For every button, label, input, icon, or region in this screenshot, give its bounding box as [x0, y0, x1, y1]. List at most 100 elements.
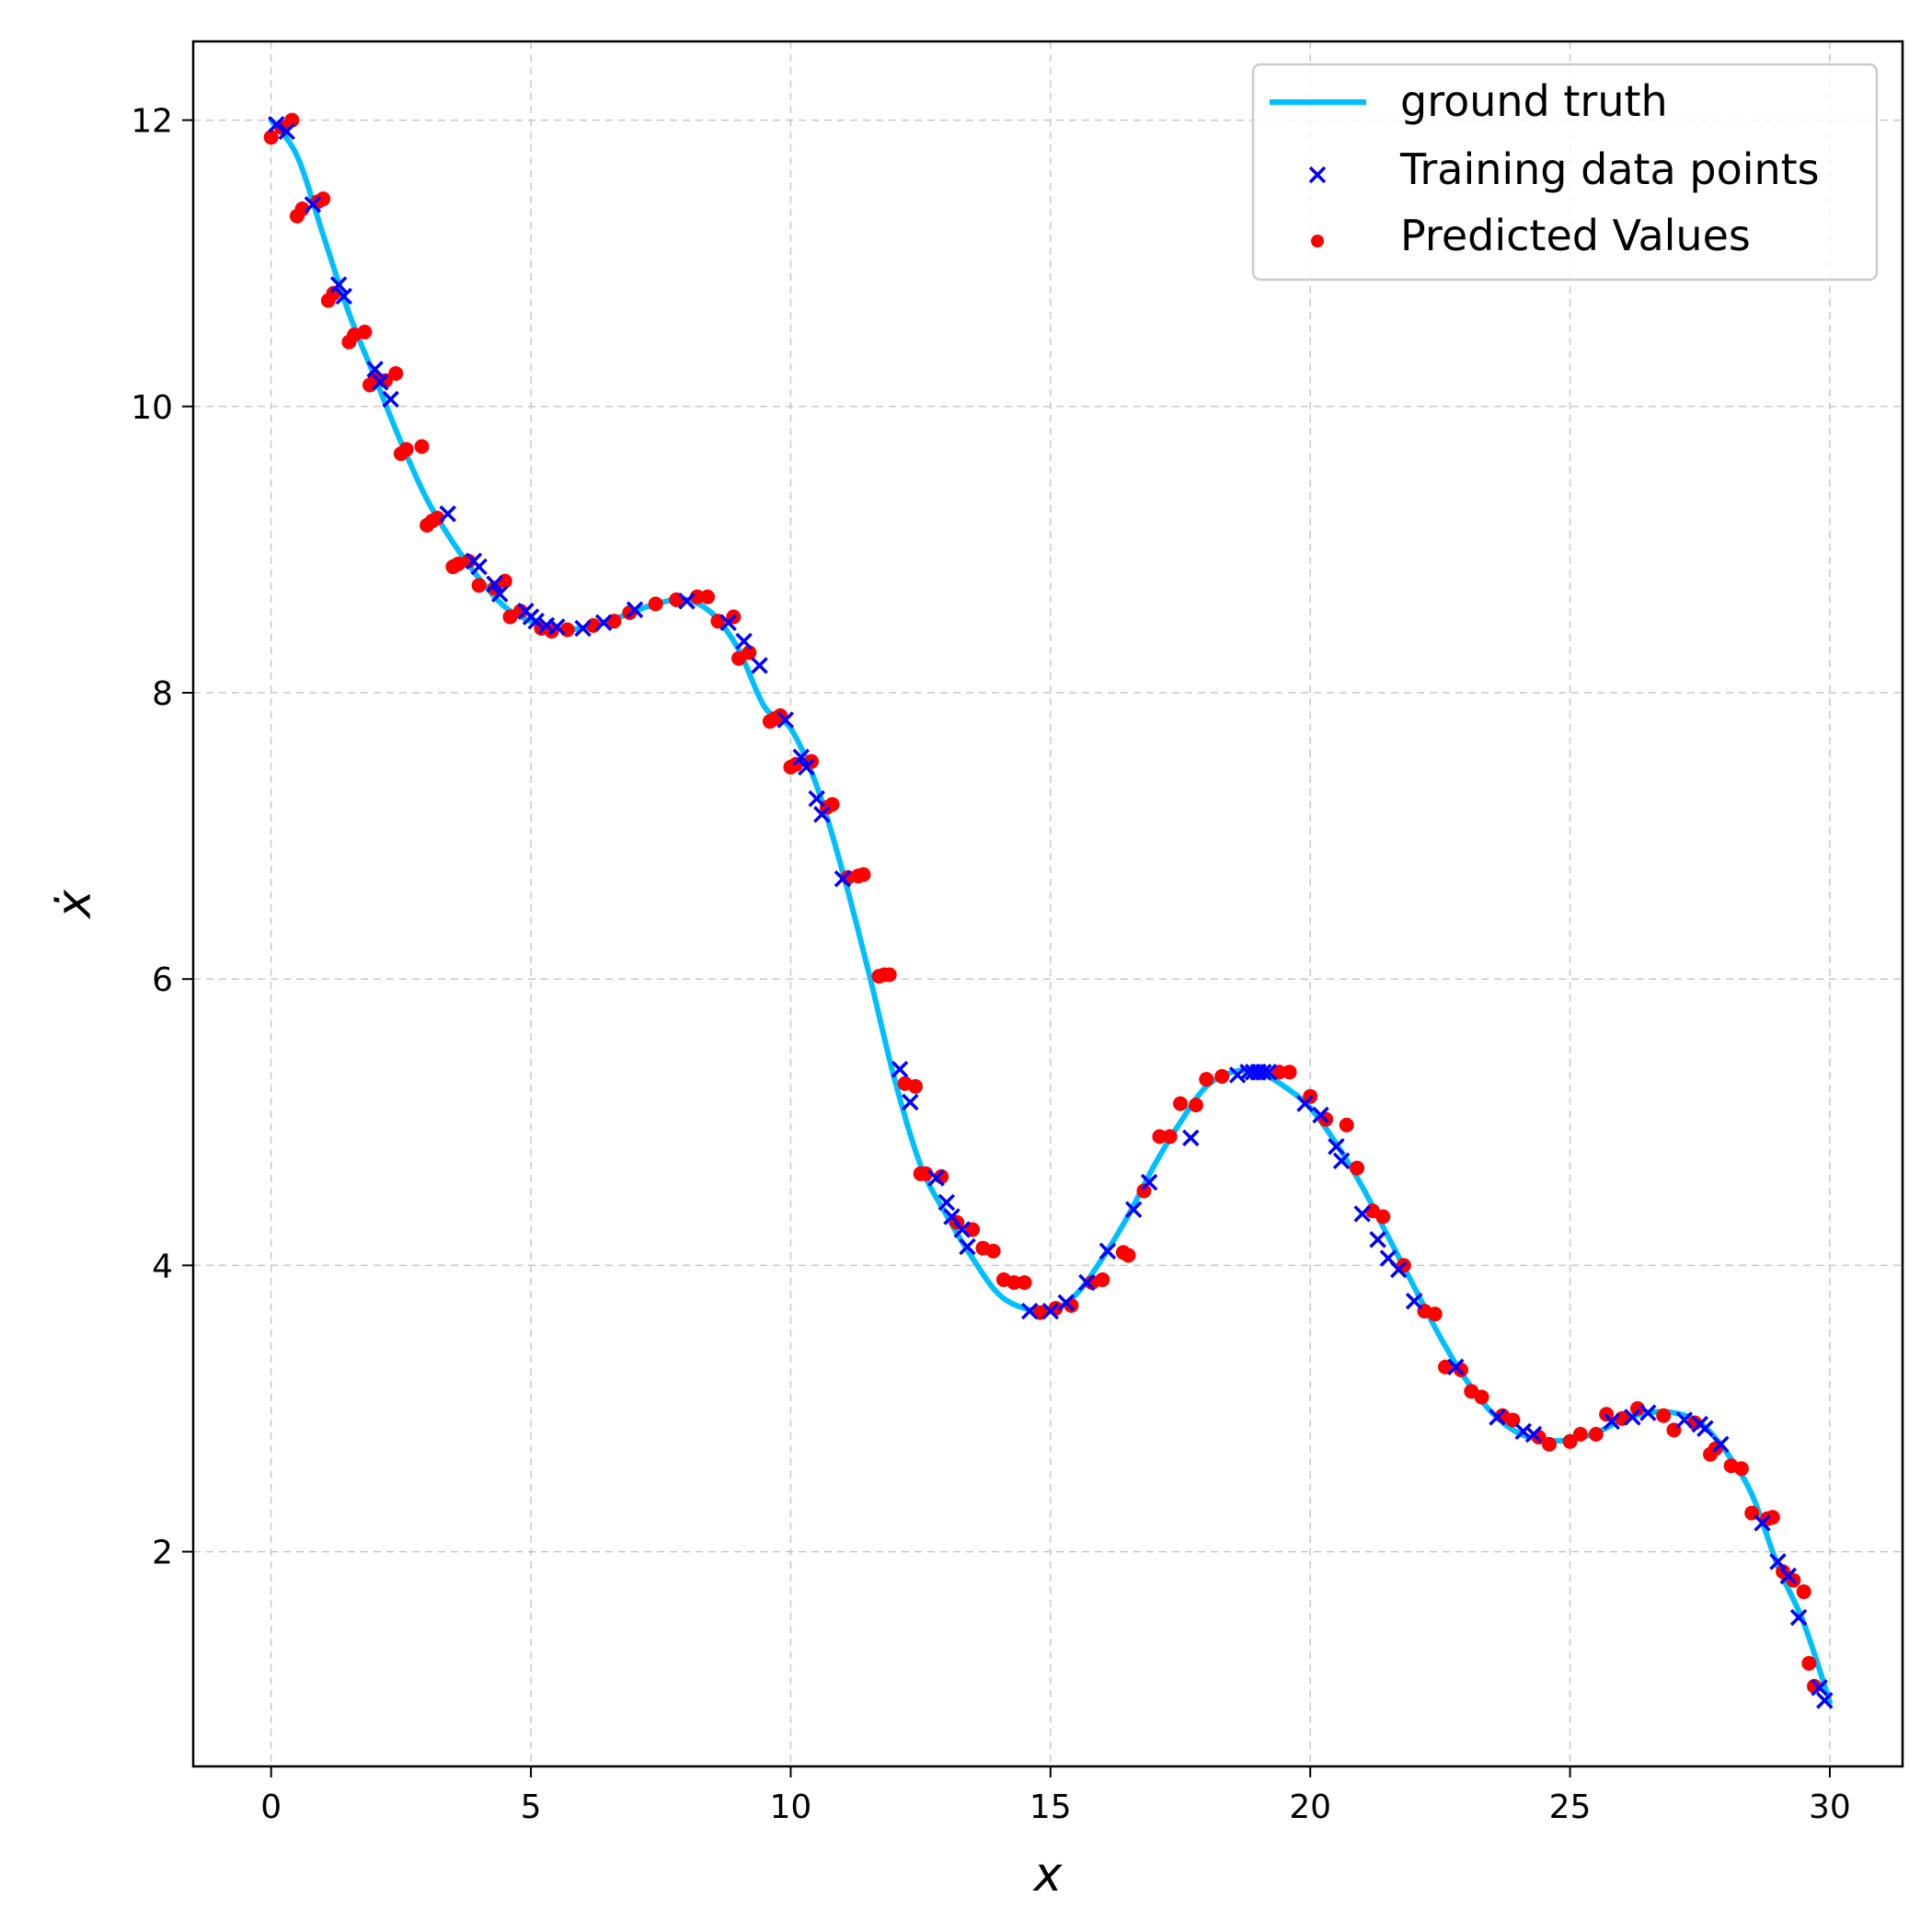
predicted-point: [263, 130, 279, 145]
y-tick-label: 4: [152, 1248, 173, 1285]
training-point: [1353, 1205, 1371, 1223]
training-point: [943, 1208, 960, 1225]
predicted-point: [965, 1222, 981, 1237]
predicted-point: [1121, 1248, 1136, 1263]
training-point: [959, 1237, 976, 1256]
predicted-point: [1188, 1098, 1203, 1113]
training-point: [626, 601, 644, 618]
predicted-point: [1339, 1117, 1354, 1133]
predicted-point: [1271, 1064, 1287, 1080]
training-point: [1140, 1173, 1158, 1191]
training-point: [1041, 1302, 1060, 1320]
predicted-point: [398, 442, 414, 457]
predicted-point: [1017, 1275, 1032, 1291]
training-point: [1389, 1260, 1408, 1279]
training-point: [1255, 1064, 1272, 1081]
predicted-point: [1282, 1064, 1297, 1080]
training-point: [548, 618, 566, 636]
predicted-point: [388, 365, 404, 381]
predicted-point: [316, 191, 331, 207]
training-point: [1328, 1138, 1345, 1156]
x-tick-label: 10: [770, 1788, 812, 1826]
training-point: [1057, 1294, 1075, 1312]
predicted-point: [1152, 1129, 1167, 1144]
training-point: [1675, 1411, 1694, 1429]
training-point: [366, 361, 384, 378]
predicted-point: [1006, 1275, 1022, 1291]
predicted-point: [1474, 1389, 1489, 1405]
y-tick-label: 8: [152, 675, 173, 713]
training-point: [1769, 1553, 1787, 1570]
predicted-point: [559, 622, 575, 638]
predicted-point: [1427, 1306, 1443, 1322]
training-point: [594, 614, 613, 631]
predicted-point: [985, 1243, 1001, 1259]
x-tick-label: 0: [260, 1788, 282, 1826]
predicted-point: [1438, 1359, 1454, 1374]
legend-box: [1251, 63, 1879, 282]
x-tick-label: 25: [1549, 1788, 1592, 1826]
training-point: [1524, 1425, 1543, 1443]
legend-label-training: Training data points: [1399, 144, 1820, 194]
training-point: [751, 657, 768, 674]
training-point: [1712, 1435, 1730, 1454]
training-point: [1514, 1422, 1532, 1441]
predicted-point: [1214, 1069, 1230, 1084]
training-point: [719, 614, 737, 631]
predicted-point: [1199, 1072, 1214, 1087]
training-point: [792, 748, 810, 766]
training-point: [268, 116, 285, 133]
training-point: [1332, 1152, 1351, 1170]
training-point: [372, 374, 389, 391]
training-point: [1182, 1129, 1200, 1147]
training-point: [1639, 1404, 1657, 1421]
training-data-series: [268, 116, 1834, 1709]
predicted-point: [497, 573, 512, 589]
training-point: [1779, 1567, 1797, 1585]
training-point: [902, 1093, 919, 1111]
predicted-point: [1136, 1183, 1152, 1199]
predicted-point: [700, 589, 716, 604]
predicted-point: [585, 617, 601, 633]
training-point: [574, 619, 592, 638]
axis-ticks: 0 5 10 15 20 25 30 2 4 6 8 10 12: [131, 103, 1851, 1826]
training-point: [1312, 1106, 1329, 1124]
y-tick-label: 2: [152, 1535, 173, 1572]
training-point: [776, 711, 795, 729]
training-point: [490, 585, 509, 603]
y-tick-label: 10: [131, 389, 173, 427]
predicted-point: [1375, 1209, 1391, 1225]
predicted-point: [742, 645, 757, 661]
training-point: [834, 870, 852, 888]
training-point: [1296, 1095, 1314, 1112]
training-point: [382, 390, 399, 408]
predicted-point: [414, 439, 430, 454]
training-point: [1228, 1066, 1247, 1084]
training-point: [304, 196, 322, 213]
training-point: [808, 789, 825, 808]
training-point: [1754, 1514, 1771, 1532]
x-tick-label: 20: [1289, 1788, 1331, 1826]
predicted-point: [648, 596, 663, 612]
training-point: [527, 612, 545, 630]
predicted-values-series: [263, 112, 1822, 1694]
predicted-point: [1572, 1427, 1588, 1443]
training-point: [329, 276, 348, 293]
legend-label-ground-truth: ground truth: [1400, 76, 1668, 126]
x-axis-label: x: [1032, 1847, 1064, 1903]
x-tick-label: 15: [1029, 1788, 1072, 1826]
legend: ground truth Training data points Predic…: [1251, 63, 1879, 282]
training-point: [1811, 1679, 1828, 1696]
training-point: [1098, 1242, 1117, 1260]
y-tick-label: 12: [131, 103, 173, 141]
y-tick-label: 6: [152, 961, 173, 999]
training-point: [1447, 1358, 1465, 1376]
predicted-point: [1162, 1129, 1178, 1144]
training-point: [470, 558, 488, 576]
training-point: [1624, 1409, 1641, 1426]
predicted-point: [1588, 1427, 1604, 1443]
training-point: [813, 806, 831, 823]
predicted-point: [1765, 1510, 1780, 1525]
